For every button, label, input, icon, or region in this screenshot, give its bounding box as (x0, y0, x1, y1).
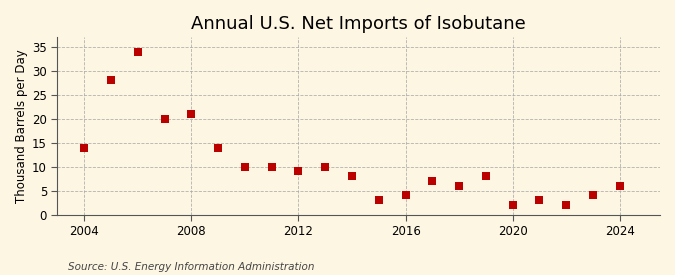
Point (293, 169, 304, 174)
Point (481, 174, 491, 178)
Point (588, 193, 599, 198)
Point (400, 193, 411, 198)
Point (614, 184, 625, 188)
Point (561, 203, 572, 207)
Text: Source: U.S. Energy Information Administration: Source: U.S. Energy Information Administ… (68, 262, 314, 272)
Title: Annual U.S. Net Imports of Isobutane: Annual U.S. Net Imports of Isobutane (191, 15, 526, 33)
Point (105, 78, 116, 83)
Point (454, 184, 464, 188)
Point (534, 198, 545, 202)
Point (132, 50, 143, 54)
Point (320, 164, 331, 169)
Point (186, 112, 196, 116)
Point (159, 117, 170, 121)
Point (508, 203, 518, 207)
Point (427, 179, 438, 183)
Point (267, 164, 277, 169)
Point (373, 198, 384, 202)
Y-axis label: Thousand Barrels per Day: Thousand Barrels per Day (15, 49, 28, 203)
Point (213, 145, 223, 150)
Point (347, 174, 358, 178)
Point (240, 164, 250, 169)
Point (79, 145, 90, 150)
